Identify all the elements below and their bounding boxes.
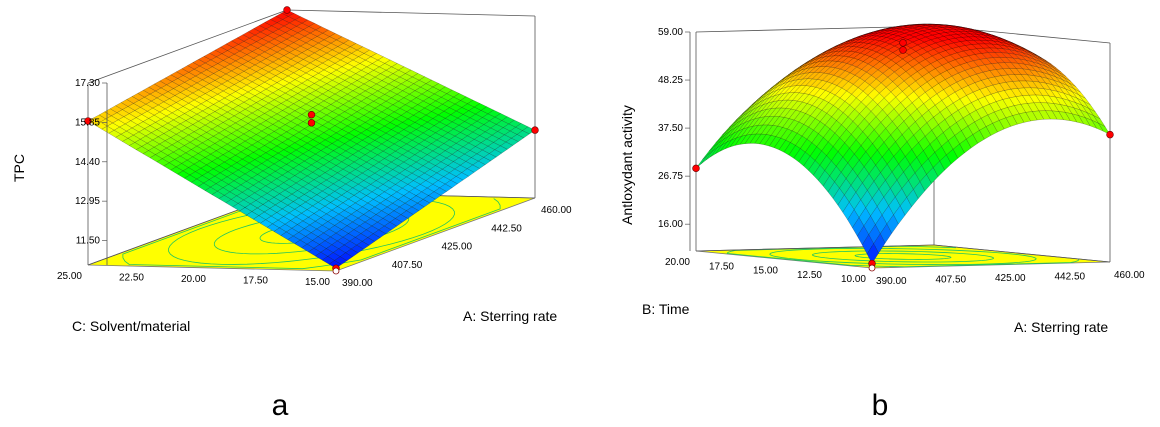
y-tick-label: 17.50 bbox=[709, 261, 734, 272]
z-tick-labels: 11.50 12.95 14.40 15.85 17.30 bbox=[75, 78, 108, 265]
design-point-floor bbox=[332, 267, 340, 275]
z-tick-label: 48.25 bbox=[658, 75, 683, 86]
design-point bbox=[899, 46, 907, 54]
z-axis-label: TPC bbox=[11, 154, 27, 182]
y-tick-labels: 10.00 12.50 15.00 17.50 20.00 bbox=[665, 257, 866, 285]
z-tick-label: 12.95 bbox=[75, 196, 100, 207]
panel-label-a: a bbox=[272, 389, 289, 422]
y-tick-label: 17.50 bbox=[243, 276, 268, 287]
y-tick-label: 25.00 bbox=[57, 271, 82, 282]
x-tick-label: 425.00 bbox=[995, 273, 1026, 284]
y-tick-label: 15.00 bbox=[305, 277, 330, 288]
y-axis-label: B: Time bbox=[642, 301, 690, 317]
z-tick-labels: 16.00 26.75 37.50 48.25 59.00 bbox=[658, 27, 691, 251]
frame-edge bbox=[87, 9, 288, 84]
design-point bbox=[307, 119, 316, 127]
x-tick-label: 425.00 bbox=[442, 242, 473, 253]
frame-edge bbox=[695, 244, 935, 252]
y-tick-label: 20.00 bbox=[665, 257, 690, 268]
z-tick-label: 11.50 bbox=[76, 236, 101, 247]
design-points bbox=[84, 6, 539, 275]
x-tick-label: 390.00 bbox=[876, 276, 907, 287]
floor-contours bbox=[726, 245, 1080, 268]
design-points bbox=[692, 39, 1114, 272]
z-tick-label: 37.50 bbox=[658, 123, 683, 134]
contour-line bbox=[769, 247, 1037, 266]
x-axis-label: A: Sterring rate bbox=[463, 308, 557, 324]
y-tick-label: 22.50 bbox=[119, 273, 144, 284]
x-tick-label: 407.50 bbox=[392, 260, 423, 271]
design-point bbox=[283, 6, 291, 14]
z-tick-label: 17.30 bbox=[75, 78, 100, 89]
z-tick-label: 26.75 bbox=[658, 171, 683, 182]
chart-panel-a: 11.50 12.95 14.40 15.85 17.30 390.00 407.50 42… bbox=[11, 6, 572, 422]
contour-line bbox=[854, 253, 952, 260]
y-tick-label: 10.00 bbox=[841, 274, 866, 285]
frame-edge bbox=[933, 244, 1111, 263]
x-tick-label: 460.00 bbox=[1114, 270, 1145, 281]
y-tick-label: 12.50 bbox=[797, 270, 822, 281]
x-tick-label: 390.00 bbox=[342, 278, 373, 289]
panel-label-b: b bbox=[872, 389, 889, 422]
axis-frame bbox=[695, 25, 1111, 263]
x-tick-labels: 390.00 407.50 425.00 442.50 460.00 bbox=[876, 270, 1145, 287]
response-surface bbox=[695, 23, 1111, 264]
y-tick-label: 20.00 bbox=[181, 274, 206, 285]
x-tick-labels: 390.00 407.50 425.00 442.50 460.00 bbox=[342, 205, 572, 289]
z-tick-label: 16.00 bbox=[658, 219, 683, 230]
design-point bbox=[692, 164, 700, 173]
x-tick-label: 442.50 bbox=[491, 223, 522, 234]
design-point bbox=[531, 126, 539, 134]
x-axis-label: A: Sterring rate bbox=[1014, 319, 1108, 335]
surface-cell bbox=[700, 151, 713, 165]
response-surface bbox=[87, 9, 536, 269]
design-point bbox=[84, 117, 92, 125]
design-point bbox=[899, 39, 907, 47]
contour-line bbox=[811, 250, 995, 263]
contour-line bbox=[726, 245, 1080, 268]
frame-edge bbox=[286, 9, 536, 17]
y-tick-label: 15.00 bbox=[753, 266, 778, 277]
chart-panel-b: 16.00 26.75 37.50 48.25 59.00 390.00 407.50 42… bbox=[619, 23, 1145, 422]
z-tick-label: 59.00 bbox=[658, 27, 683, 38]
z-axis-label: Antloxydant activity bbox=[619, 105, 635, 225]
x-tick-label: 460.00 bbox=[541, 205, 572, 216]
z-tick-label: 15.85 bbox=[75, 117, 100, 128]
z-tick-label: 14.40 bbox=[75, 157, 100, 168]
x-tick-label: 442.50 bbox=[1055, 272, 1086, 283]
design-point bbox=[307, 110, 316, 119]
x-tick-label: 407.50 bbox=[936, 275, 967, 286]
design-point bbox=[1106, 130, 1114, 139]
design-point-floor bbox=[868, 264, 876, 272]
y-axis-label: C: Solvent/material bbox=[72, 318, 190, 334]
y-tick-labels: 15.00 17.50 20.00 22.50 25.00 bbox=[57, 271, 330, 288]
